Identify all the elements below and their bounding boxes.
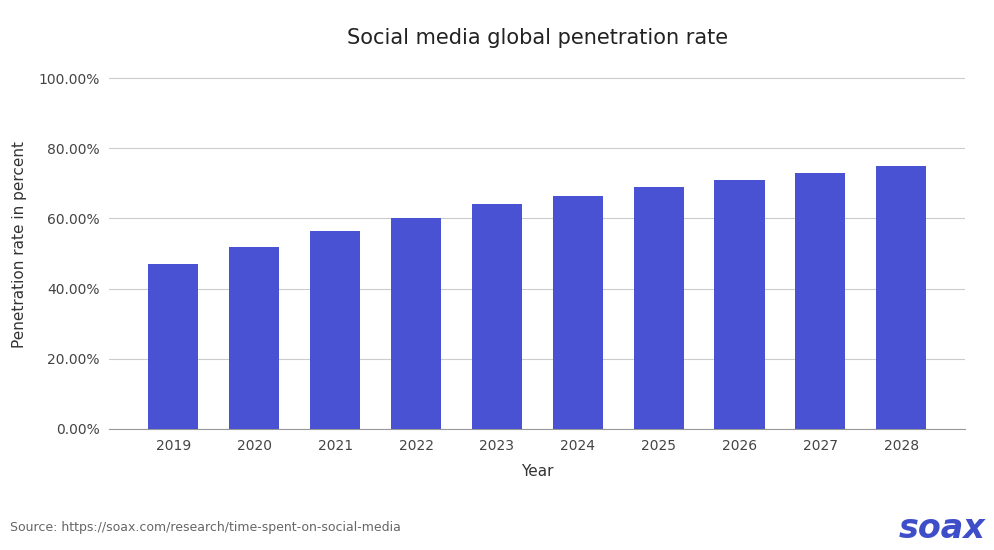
X-axis label: Year: Year (521, 464, 553, 479)
Y-axis label: Penetration rate in percent: Penetration rate in percent (12, 141, 27, 348)
Bar (714, 180, 763, 429)
Bar (471, 205, 522, 429)
Title: Social media global penetration rate: Social media global penetration rate (346, 28, 728, 48)
Bar (876, 166, 925, 429)
Bar (148, 264, 198, 429)
Text: soax: soax (898, 512, 984, 544)
Bar (391, 218, 440, 429)
Bar (229, 246, 279, 429)
Bar (552, 196, 602, 429)
Bar (794, 173, 845, 429)
Bar (310, 230, 360, 429)
Bar (633, 187, 683, 429)
Text: Source: https://soax.com/research/time-spent-on-social-media: Source: https://soax.com/research/time-s… (10, 521, 401, 535)
